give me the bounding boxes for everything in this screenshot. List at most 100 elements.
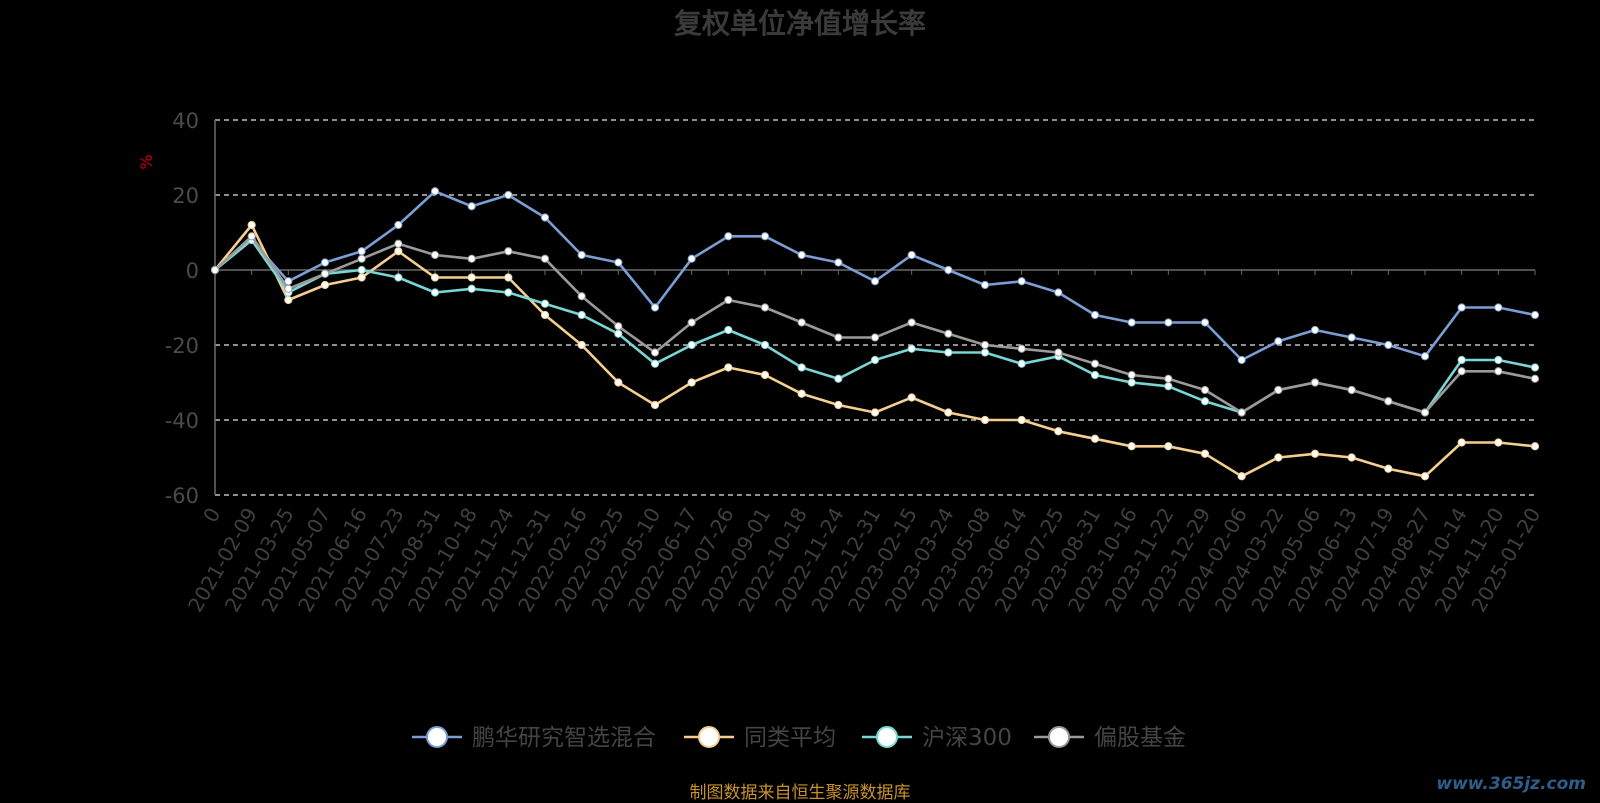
grid-layer [215, 119, 1535, 496]
data-point [504, 273, 513, 282]
data-point [1164, 374, 1173, 383]
data-point [870, 277, 880, 286]
y-tick-label: -60 [165, 484, 199, 508]
legend: 鹏华研究智选混合 同类平均 沪深300 偏股基金 [412, 725, 1186, 751]
data-point [980, 340, 990, 350]
data-point [320, 280, 330, 290]
data-point [760, 340, 770, 350]
data-point [614, 329, 623, 338]
data-point [394, 247, 403, 256]
data-point [1237, 408, 1246, 417]
data-point [467, 273, 476, 282]
data-point [1127, 370, 1136, 380]
data-point [760, 370, 770, 380]
data-point [1420, 352, 1430, 361]
data-point [1457, 303, 1466, 312]
data-point [944, 348, 953, 357]
data-point [357, 273, 366, 282]
data-point [577, 310, 586, 320]
x-tick-label: 0 [198, 504, 225, 527]
data-point [1530, 374, 1540, 383]
legend-item-1[interactable]: 同类平均 [684, 725, 836, 751]
data-point [1054, 348, 1063, 357]
data-point [687, 340, 696, 350]
data-point [247, 232, 256, 241]
data-point [1494, 367, 1503, 376]
data-point [980, 280, 990, 290]
data-point [1420, 408, 1430, 417]
y-tick-label: 20 [172, 184, 199, 208]
data-point [907, 250, 916, 260]
data-point [430, 273, 440, 282]
data-point [614, 378, 623, 387]
data-point [1384, 340, 1393, 350]
data-point [320, 269, 330, 278]
data-point [1200, 397, 1210, 406]
data-point [1054, 288, 1063, 297]
data-point [394, 220, 403, 230]
series-layer [210, 187, 1540, 481]
data-point [724, 325, 733, 335]
data-point [687, 318, 696, 327]
data-point [980, 348, 990, 357]
y-tick-label: 0 [186, 259, 199, 283]
y-tick-label: -20 [165, 334, 199, 358]
data-point [1384, 397, 1393, 406]
data-point [284, 284, 293, 293]
source-note: 制图数据来自恒生聚源数据库 [689, 783, 911, 803]
y-axis-label: % [137, 154, 156, 169]
data-point [724, 295, 733, 305]
data-point [1200, 449, 1210, 458]
data-point [907, 344, 916, 353]
data-point [650, 400, 660, 410]
data-point [357, 265, 366, 275]
data-point [870, 408, 880, 417]
data-point [1274, 337, 1283, 346]
data-point [1017, 415, 1026, 425]
axis-layer: 40200-20-40-6002021-02-092021-03-252021-… [165, 109, 1546, 616]
watermark: www.365jz.com [1436, 774, 1586, 794]
data-point [357, 254, 366, 263]
data-point [394, 273, 403, 282]
data-point [834, 374, 843, 383]
data-point [650, 359, 660, 368]
data-point [320, 258, 330, 267]
data-point [1200, 318, 1210, 327]
legend-marker [1048, 726, 1070, 748]
data-point [1347, 333, 1356, 342]
legend-label: 沪深300 [922, 725, 1012, 751]
data-point [1237, 355, 1246, 365]
legend-item-2[interactable]: 沪深300 [862, 725, 1012, 751]
data-point [1347, 385, 1356, 395]
data-point [907, 318, 916, 327]
data-point [1310, 325, 1320, 335]
data-point [944, 265, 953, 275]
data-point [1237, 472, 1246, 481]
legend-item-0[interactable]: 鹏华研究智选混合 [412, 725, 656, 751]
data-point [1494, 438, 1503, 447]
data-point [504, 247, 513, 256]
data-point [1127, 442, 1136, 451]
data-point [577, 292, 586, 301]
data-point [1384, 464, 1393, 473]
data-point [1274, 453, 1283, 462]
data-point [1530, 442, 1540, 451]
data-point [1090, 370, 1100, 380]
data-point [614, 258, 623, 267]
data-point [1054, 427, 1063, 436]
data-point [1017, 359, 1026, 368]
data-point [944, 408, 953, 417]
legend-item-3[interactable]: 偏股基金 [1034, 725, 1186, 751]
data-point [1457, 355, 1466, 365]
legend-label: 同类平均 [744, 725, 836, 751]
data-point [467, 202, 476, 211]
chart-title: 复权单位净值增长率 [673, 7, 926, 40]
data-point [724, 232, 733, 241]
data-point [247, 220, 256, 230]
data-point [870, 355, 880, 365]
data-point [650, 348, 660, 357]
data-point [1457, 367, 1466, 376]
data-point [1090, 359, 1100, 368]
data-point [1420, 472, 1430, 481]
